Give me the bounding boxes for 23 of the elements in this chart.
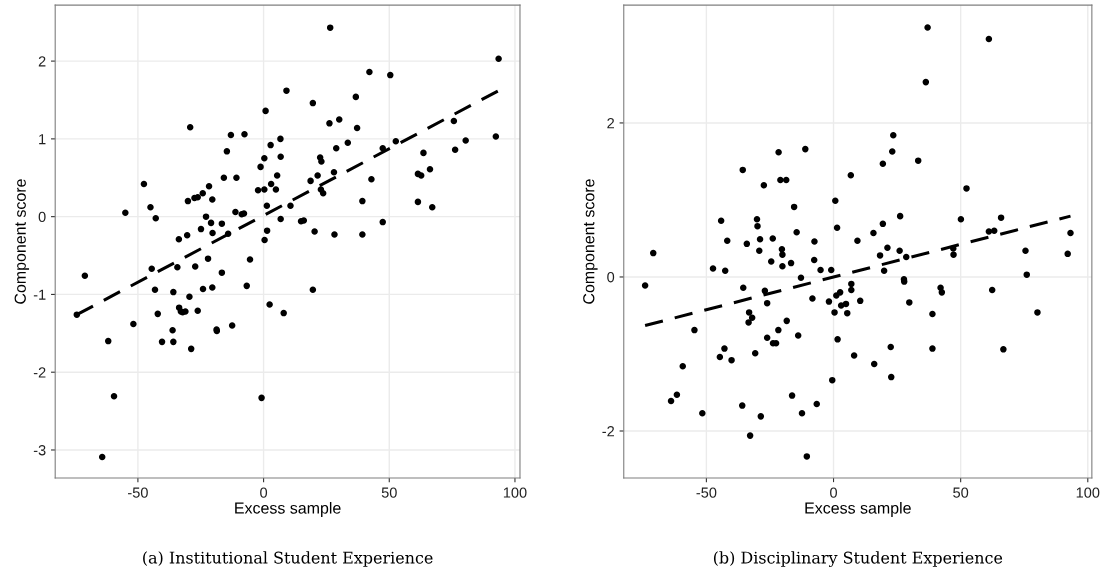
y-tick-label: -1 (33, 289, 46, 300)
x-tick-label: 100 (503, 487, 527, 498)
y-axis-title: Component score (14, 179, 30, 304)
x-tick-label: -50 (128, 487, 148, 498)
y-tick-label: 0 (607, 272, 615, 283)
x-axis-title: Excess sample (235, 501, 341, 517)
x-tick-label: 0 (260, 487, 268, 498)
x-tick-label: 0 (830, 487, 838, 498)
y-axis-title: Component score (583, 179, 598, 304)
text: (a) Institutional Student Experience (143, 551, 433, 567)
x-tick-label: 50 (381, 487, 397, 498)
y-tick-label: 0 (38, 211, 46, 223)
x-tick-label: 50 (953, 487, 969, 498)
y-tick-label: 2 (38, 56, 46, 67)
y-tick-label: -2 (33, 367, 46, 378)
x-tick-label: 100 (1076, 487, 1100, 498)
x-axis-title: Excess sample (805, 501, 911, 517)
y-tick-label: 2 (607, 118, 614, 129)
y-tick-label: 1 (39, 134, 46, 145)
y-tick-label: -2 (602, 426, 614, 437)
y-tick-label: -3 (33, 445, 46, 456)
x-tick-label: -50 (696, 487, 717, 498)
text: (b) Disciplinary Student Experience (713, 551, 1003, 567)
